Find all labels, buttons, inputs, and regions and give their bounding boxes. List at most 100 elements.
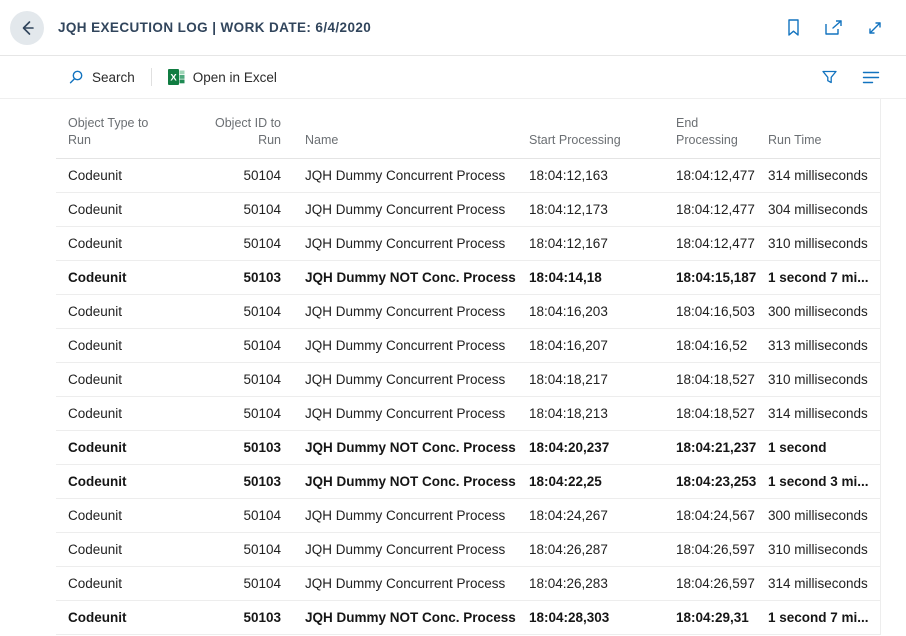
cell-start-processing: 18:04:12,173 xyxy=(529,202,608,217)
cell-name: JQH Dummy Concurrent Process xyxy=(305,202,506,217)
table-row[interactable]: Codeunit 50103 JQH Dummy NOT Conc. Proce… xyxy=(56,601,880,635)
action-bar-right xyxy=(821,69,880,85)
cell-start-processing: 18:04:18,213 xyxy=(529,406,608,421)
cell-object-type: Codeunit xyxy=(68,542,123,557)
back-arrow-icon xyxy=(18,19,36,37)
cell-start-processing: 18:04:12,167 xyxy=(529,236,608,251)
cell-end-processing: 18:04:26,597 xyxy=(676,576,755,591)
open-in-excel-button[interactable]: X Open in Excel xyxy=(167,69,277,85)
cell-start-processing: 18:04:16,203 xyxy=(529,304,608,319)
table-row[interactable]: Codeunit 50103 JQH Dummy NOT Conc. Proce… xyxy=(56,261,880,295)
cell-name: JQH Dummy Concurrent Process xyxy=(305,304,506,319)
list-options-icon[interactable] xyxy=(862,70,880,85)
table-row[interactable]: Codeunit 50104 JQH Dummy Concurrent Proc… xyxy=(56,363,880,397)
cell-run-time: 304 milliseconds xyxy=(768,202,868,217)
cell-end-processing: 18:04:12,477 xyxy=(676,202,755,217)
table-row[interactable]: Codeunit 50104 JQH Dummy Concurrent Proc… xyxy=(56,499,880,533)
cell-end-processing: 18:04:12,477 xyxy=(676,236,755,251)
table-row[interactable]: Codeunit 50104 JQH Dummy Concurrent Proc… xyxy=(56,397,880,431)
cell-run-time: 313 milliseconds xyxy=(768,338,868,353)
cell-end-processing: 18:04:26,597 xyxy=(676,542,755,557)
table-row[interactable]: Codeunit 50104 JQH Dummy Concurrent Proc… xyxy=(56,533,880,567)
open-in-new-window-icon[interactable] xyxy=(824,19,844,37)
cell-object-type: Codeunit xyxy=(68,338,123,353)
cell-run-time: 314 milliseconds xyxy=(768,576,868,591)
cell-run-time: 310 milliseconds xyxy=(768,542,868,557)
cell-name: JQH Dummy NOT Conc. Process xyxy=(305,474,516,489)
cell-end-processing: 18:04:21,237 xyxy=(676,440,757,455)
cell-end-processing: 18:04:16,503 xyxy=(676,304,755,319)
search-button[interactable]: Search xyxy=(68,69,135,85)
cell-start-processing: 18:04:12,163 xyxy=(529,168,608,183)
cell-start-processing: 18:04:18,217 xyxy=(529,372,608,387)
cell-object-id: 50104 xyxy=(243,372,281,387)
search-label: Search xyxy=(92,69,135,85)
table-row[interactable]: Codeunit 50104 JQH Dummy Concurrent Proc… xyxy=(56,193,880,227)
column-header-start-processing[interactable]: Start Processing xyxy=(529,133,621,148)
column-header-object-type[interactable]: Object Type to Run xyxy=(68,116,149,148)
cell-object-type: Codeunit xyxy=(68,372,123,387)
cell-object-id: 50104 xyxy=(243,406,281,421)
table-row[interactable]: Codeunit 50104 JQH Dummy Concurrent Proc… xyxy=(56,567,880,601)
cell-name: JQH Dummy Concurrent Process xyxy=(305,542,506,557)
column-header-name[interactable]: Name xyxy=(305,133,339,148)
expand-icon[interactable] xyxy=(866,19,884,37)
table-row[interactable]: Codeunit 50104 JQH Dummy Concurrent Proc… xyxy=(56,159,880,193)
cell-start-processing: 18:04:26,283 xyxy=(529,576,608,591)
cell-name: JQH Dummy Concurrent Process xyxy=(305,338,506,353)
search-icon xyxy=(68,69,84,85)
page-title: JQH EXECUTION LOG | WORK DATE: 6/4/2020 xyxy=(58,20,372,35)
cell-end-processing: 18:04:24,567 xyxy=(676,508,755,523)
table-header-row: Object Type to Run Object ID to Run Name… xyxy=(56,99,880,159)
cell-start-processing: 18:04:22,25 xyxy=(529,474,602,489)
bookmark-icon[interactable] xyxy=(785,18,802,37)
cell-name: JQH Dummy NOT Conc. Process xyxy=(305,610,516,625)
column-header-run-time[interactable]: Run Time xyxy=(768,133,822,148)
cell-run-time: 300 milliseconds xyxy=(768,508,868,523)
cell-object-id: 50104 xyxy=(243,202,281,217)
column-header-object-id[interactable]: Object ID to Run xyxy=(215,116,281,148)
cell-end-processing: 18:04:29,31 xyxy=(676,610,749,625)
cell-run-time: 1 second 7 mi... xyxy=(768,610,869,625)
cell-name: JQH Dummy NOT Conc. Process xyxy=(305,440,516,455)
cell-run-time: 1 second 7 mi... xyxy=(768,270,869,285)
cell-object-type: Codeunit xyxy=(68,304,123,319)
cell-end-processing: 18:04:23,253 xyxy=(676,474,757,489)
column-header-end-processing[interactable]: End Processing xyxy=(676,116,738,148)
excel-icon: X xyxy=(167,69,185,85)
back-button[interactable] xyxy=(10,10,44,45)
cell-object-type: Codeunit xyxy=(68,406,123,421)
cell-name: JQH Dummy Concurrent Process xyxy=(305,168,506,183)
table-row[interactable]: Codeunit 50104 JQH Dummy Concurrent Proc… xyxy=(56,227,880,261)
filter-icon[interactable] xyxy=(821,69,838,85)
title-bar: JQH EXECUTION LOG | WORK DATE: 6/4/2020 xyxy=(0,0,906,56)
cell-name: JQH Dummy NOT Conc. Process xyxy=(305,270,516,285)
cell-object-type: Codeunit xyxy=(68,440,127,455)
svg-text:X: X xyxy=(170,73,177,84)
table-row[interactable]: Codeunit 50103 JQH Dummy NOT Conc. Proce… xyxy=(56,465,880,499)
cell-object-id: 50103 xyxy=(243,270,281,285)
cell-run-time: 314 milliseconds xyxy=(768,168,868,183)
cell-object-id: 50104 xyxy=(243,168,281,183)
cell-run-time: 310 milliseconds xyxy=(768,236,868,251)
cell-object-type: Codeunit xyxy=(68,236,123,251)
table-row[interactable]: Codeunit 50103 JQH Dummy NOT Conc. Proce… xyxy=(56,431,880,465)
cell-name: JQH Dummy Concurrent Process xyxy=(305,372,506,387)
table-body: Codeunit 50104 JQH Dummy Concurrent Proc… xyxy=(56,159,880,635)
table-row[interactable]: Codeunit 50104 JQH Dummy Concurrent Proc… xyxy=(56,295,880,329)
action-separator xyxy=(150,68,152,86)
cell-run-time: 1 second 3 mi... xyxy=(768,474,869,489)
cell-end-processing: 18:04:15,187 xyxy=(676,270,757,285)
cell-end-processing: 18:04:12,477 xyxy=(676,168,755,183)
action-bar: Search X Open in Excel xyxy=(0,56,906,99)
cell-run-time: 310 milliseconds xyxy=(768,372,868,387)
table-row[interactable]: Codeunit 50104 JQH Dummy Concurrent Proc… xyxy=(56,329,880,363)
cell-object-id: 50104 xyxy=(243,338,281,353)
cell-start-processing: 18:04:28,303 xyxy=(529,610,610,625)
cell-object-id: 50104 xyxy=(243,542,281,557)
cell-start-processing: 18:04:14,18 xyxy=(529,270,602,285)
cell-end-processing: 18:04:18,527 xyxy=(676,372,755,387)
title-bar-icons xyxy=(785,18,884,37)
cell-object-type: Codeunit xyxy=(68,474,127,489)
